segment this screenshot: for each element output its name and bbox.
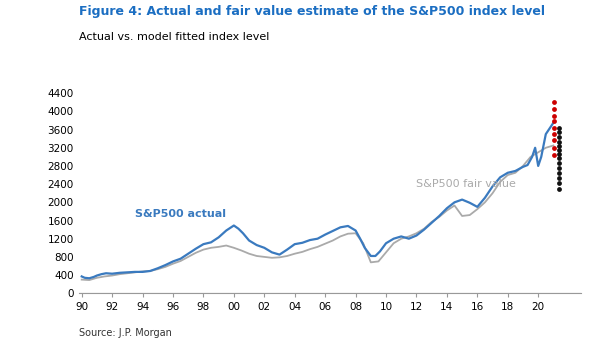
Point (549, 125, 559, 131)
Point (554, 139, 564, 145)
Point (549, 145, 559, 150)
Text: Source: J.P. Morgan: Source: J.P. Morgan (79, 328, 172, 338)
Point (549, 100, 559, 105)
Point (549, 113, 559, 119)
Point (554, 143, 564, 149)
Point (554, 135, 564, 140)
Point (554, 147, 564, 153)
Point (549, 138, 559, 143)
Point (554, 151, 564, 157)
Point (549, 131, 559, 137)
Point (549, 119, 559, 124)
Point (554, 130, 564, 135)
Text: Figure 4: Actual and fair value estimate of the S&P500 index level: Figure 4: Actual and fair value estimate… (79, 5, 544, 18)
Point (554, 155, 564, 161)
Text: Actual vs. model fitted index level: Actual vs. model fitted index level (79, 32, 269, 42)
Point (554, 125, 564, 131)
Point (554, 180, 564, 186)
Point (549, 152, 559, 157)
Point (554, 170, 564, 176)
Point (554, 186, 564, 191)
Text: S&P500 actual: S&P500 actual (135, 209, 226, 219)
Point (549, 106, 559, 112)
Text: S&P500 fair value: S&P500 fair value (416, 179, 516, 189)
Point (554, 165, 564, 171)
Point (554, 176, 564, 181)
Point (554, 161, 564, 166)
